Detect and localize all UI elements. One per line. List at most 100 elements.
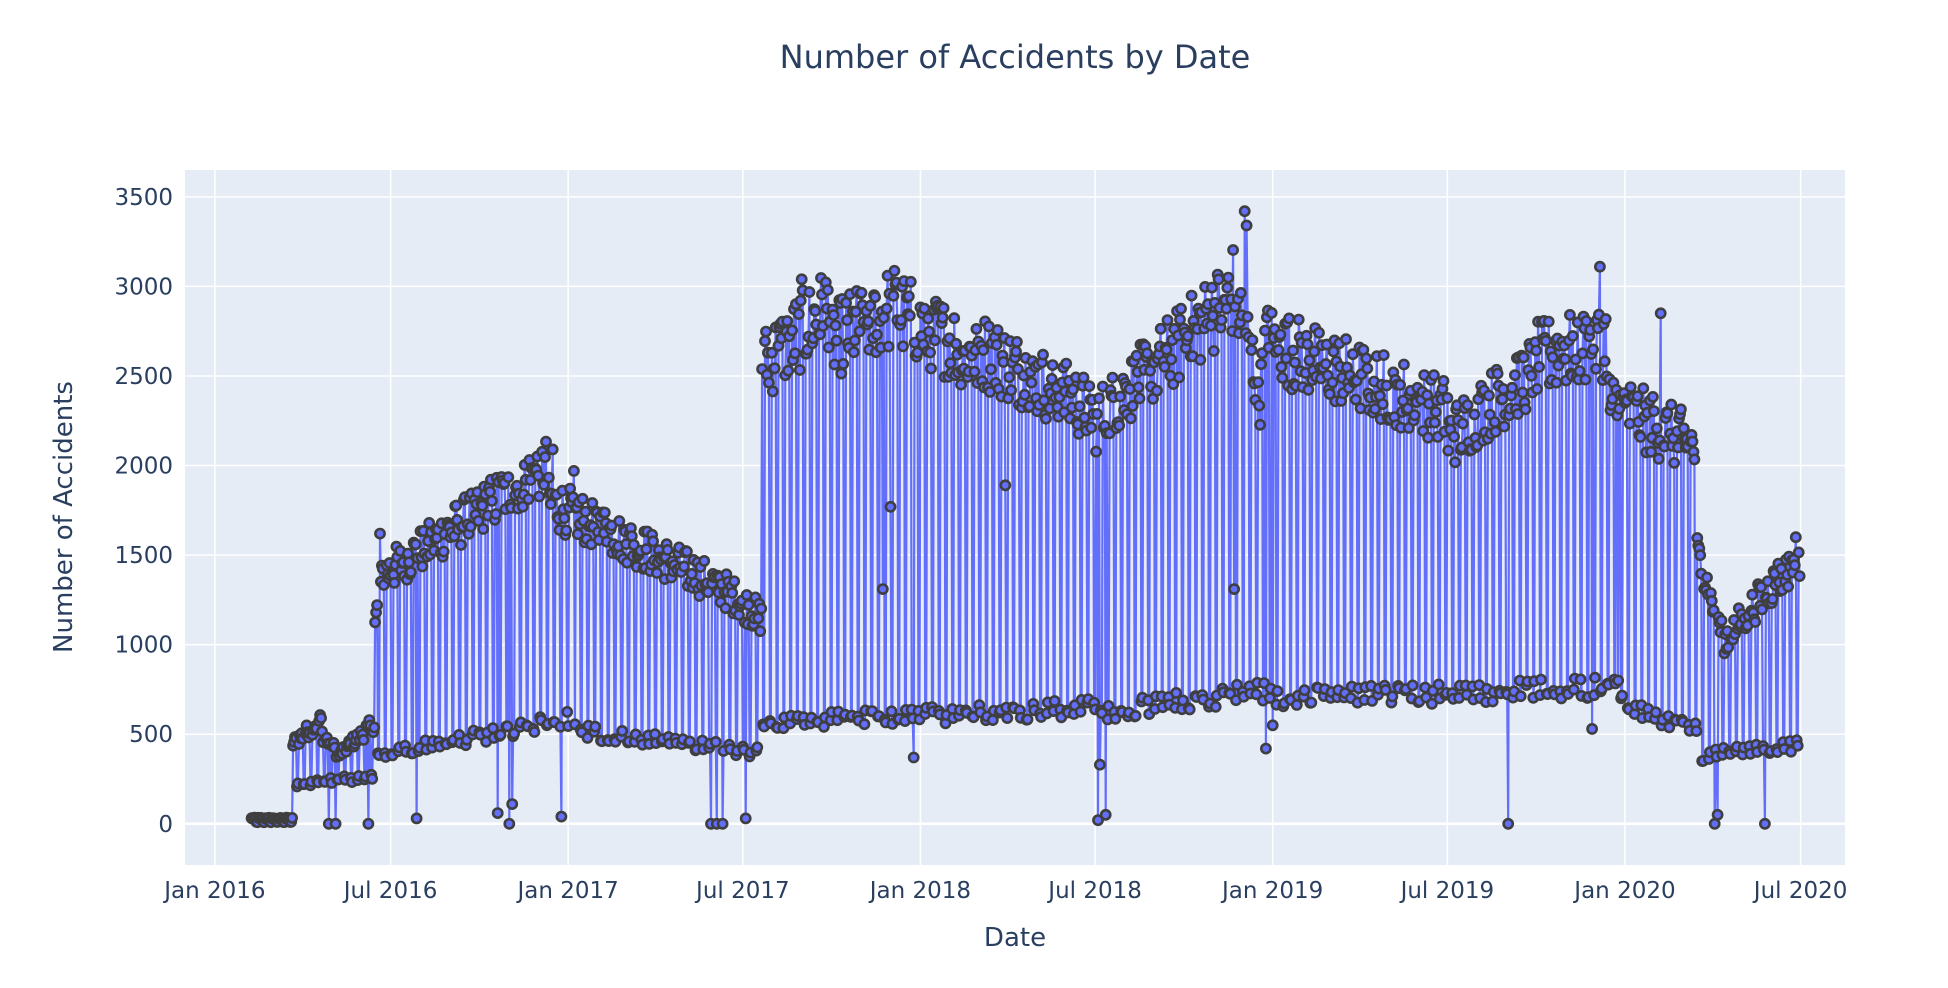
- data-point: [1083, 380, 1096, 392]
- data-point: [1085, 421, 1098, 434]
- data-point: [1259, 324, 1271, 337]
- data-point: [1018, 388, 1031, 401]
- data-point: [1114, 390, 1127, 403]
- y-tick-label: 500: [129, 722, 173, 748]
- data-point: [1060, 357, 1073, 370]
- data-point: [888, 264, 901, 277]
- data-point: [404, 566, 417, 578]
- data-point: [1594, 260, 1606, 273]
- data-point: [955, 378, 967, 391]
- data-point: [897, 340, 909, 353]
- data-point: [491, 807, 504, 819]
- data-point: [1668, 456, 1681, 469]
- data-point: [1206, 281, 1218, 294]
- data-point: [1486, 695, 1499, 708]
- data-point: [1498, 420, 1511, 433]
- data-point: [1005, 384, 1017, 397]
- data-point: [1255, 358, 1267, 371]
- x-tick-label: Jan 2016: [162, 878, 265, 904]
- data-point: [1215, 314, 1228, 326]
- data-point: [1566, 330, 1579, 342]
- data-point: [709, 736, 722, 748]
- data-point: [1517, 351, 1530, 364]
- data-point: [1212, 273, 1225, 286]
- data-point: [726, 587, 739, 599]
- data-point: [1207, 345, 1220, 357]
- data-point: [841, 314, 853, 327]
- data-point: [923, 325, 935, 338]
- data-point: [1782, 580, 1794, 593]
- data-point: [950, 337, 962, 350]
- data-point: [1290, 699, 1303, 711]
- data-point: [1647, 390, 1659, 403]
- data-point: [647, 535, 659, 548]
- data-point: [1590, 362, 1602, 375]
- data-point: [862, 315, 875, 328]
- data-point: [555, 810, 568, 823]
- data-point: [855, 286, 868, 299]
- data-point: [1305, 696, 1318, 709]
- data-point: [1675, 403, 1687, 416]
- data-point: [1067, 383, 1079, 396]
- data-point: [1046, 359, 1059, 371]
- data-point: [416, 560, 429, 573]
- data-point: [835, 367, 848, 380]
- x-tick-label: Jan 2019: [1220, 878, 1323, 904]
- data-point: [1422, 431, 1434, 444]
- data-point: [822, 341, 835, 354]
- data-point: [1650, 422, 1663, 435]
- data-point: [450, 499, 463, 512]
- data-point: [847, 346, 860, 359]
- data-point: [991, 324, 1004, 336]
- y-tick-label: 0: [158, 812, 173, 838]
- data-point: [1106, 371, 1119, 384]
- data-point: [1631, 390, 1644, 403]
- data-point: [1652, 452, 1665, 465]
- data-point: [716, 817, 729, 830]
- data-point: [437, 545, 450, 558]
- data-point: [937, 302, 950, 314]
- data-point: [858, 718, 871, 731]
- data-point: [1530, 344, 1543, 357]
- data-point: [1301, 338, 1314, 351]
- data-point: [752, 612, 765, 625]
- data-point: [1491, 367, 1504, 380]
- data-point: [904, 275, 917, 288]
- data-point: [477, 523, 490, 535]
- data-point: [464, 520, 477, 533]
- data-point: [1254, 418, 1266, 431]
- data-point: [366, 772, 379, 785]
- data-point: [1092, 814, 1104, 827]
- data-point: [1349, 393, 1362, 406]
- data-point: [568, 464, 580, 477]
- data-point: [1442, 444, 1455, 457]
- data-point: [944, 357, 957, 370]
- data-point: [1327, 345, 1340, 358]
- data-point: [876, 583, 889, 595]
- data-point: [1170, 687, 1183, 699]
- data-point: [616, 725, 629, 737]
- data-point: [1746, 588, 1759, 601]
- data-point: [1253, 399, 1266, 412]
- data-point: [1231, 678, 1243, 691]
- data-point: [1021, 713, 1034, 726]
- data-point: [1266, 719, 1279, 732]
- data-point: [1519, 403, 1532, 416]
- data-point: [1360, 352, 1373, 365]
- data-point: [1340, 333, 1352, 346]
- data-point: [1448, 430, 1460, 443]
- data-point: [1386, 690, 1399, 703]
- data-point: [1401, 402, 1414, 415]
- data-point: [698, 555, 711, 567]
- data-point: [1245, 344, 1258, 356]
- data-point: [837, 357, 850, 370]
- data-point: [728, 575, 741, 588]
- data-point: [871, 328, 883, 341]
- data-point: [754, 625, 767, 638]
- data-point: [907, 751, 920, 764]
- data-point: [489, 508, 502, 520]
- data-point: [579, 505, 592, 518]
- data-point: [1132, 381, 1145, 394]
- data-point: [1705, 595, 1718, 607]
